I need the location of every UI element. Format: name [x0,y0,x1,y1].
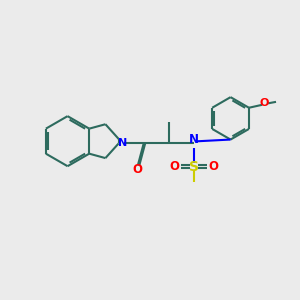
Text: O: O [132,164,142,176]
Text: S: S [189,160,199,174]
Text: O: O [208,160,218,173]
Text: N: N [189,133,199,146]
Text: O: O [260,98,269,108]
Text: O: O [169,160,180,173]
Text: N: N [118,138,127,148]
